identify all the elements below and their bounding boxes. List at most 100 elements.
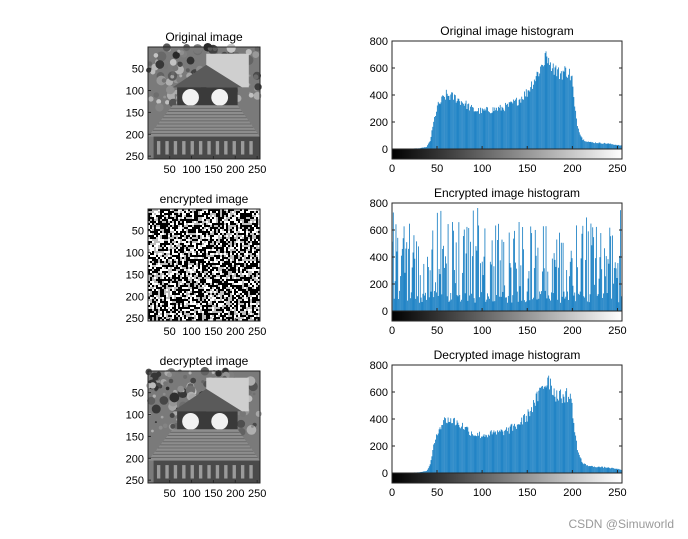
- noise-pixel: [170, 305, 172, 307]
- histogram-bar: [619, 255, 621, 311]
- histogram-bar: [569, 393, 571, 473]
- noise-pixel: [224, 309, 226, 311]
- noise-pixel: [154, 251, 156, 253]
- noise-pixel: [188, 211, 190, 213]
- histogram-bar: [497, 110, 498, 149]
- noise-pixel: [202, 257, 204, 259]
- noise-pixel: [190, 279, 192, 281]
- noise-pixel: [242, 235, 244, 237]
- noise-pixel: [196, 283, 198, 285]
- noise-pixel: [206, 287, 208, 289]
- histogram-bar: [487, 107, 488, 149]
- noise-pixel: [218, 235, 220, 237]
- noise-pixel: [212, 247, 214, 249]
- histogram-bar: [568, 74, 569, 149]
- noise-pixel: [234, 229, 236, 231]
- noise-pixel: [232, 255, 234, 257]
- noise-pixel: [166, 217, 168, 219]
- noise-pixel: [248, 295, 250, 297]
- noise-pixel: [170, 215, 172, 217]
- noise-pixel: [186, 309, 188, 311]
- histogram-bar: [515, 97, 517, 149]
- noise-pixel: [256, 277, 258, 279]
- histogram-bar: [483, 434, 485, 473]
- noise-pixel: [234, 219, 236, 221]
- noise-pixel: [246, 255, 248, 257]
- noise-pixel: [172, 241, 174, 243]
- noise-pixel: [190, 303, 192, 305]
- noise-pixel: [220, 225, 222, 227]
- noise-pixel: [198, 287, 200, 289]
- noise-pixel: [242, 311, 244, 313]
- noise-pixel: [178, 225, 180, 227]
- noise-pixel: [238, 293, 240, 295]
- noise-pixel: [238, 303, 240, 305]
- noise-pixel: [200, 217, 202, 219]
- noise-pixel: [248, 307, 250, 309]
- x-tick-label: 200: [563, 325, 581, 337]
- noise-pixel: [154, 299, 156, 301]
- noise-pixel: [156, 243, 158, 245]
- noise-pixel: [186, 315, 188, 317]
- histogram-bar: [597, 143, 599, 149]
- noise-pixel: [148, 239, 150, 241]
- noise-pixel: [168, 317, 170, 319]
- histogram-bar: [518, 99, 520, 149]
- x-tick-label: 50: [164, 488, 176, 500]
- noise-pixel: [202, 317, 204, 319]
- foliage-blob: [161, 78, 167, 83]
- noise-pixel: [216, 217, 218, 219]
- noise-pixel: [220, 311, 222, 313]
- noise-pixel: [188, 313, 190, 315]
- noise-pixel: [154, 241, 156, 243]
- noise-pixel: [178, 217, 180, 219]
- noise-pixel: [254, 315, 256, 317]
- noise-pixel: [256, 255, 258, 257]
- noise-pixel: [152, 281, 154, 283]
- noise-pixel: [256, 209, 258, 211]
- noise-pixel: [214, 221, 216, 223]
- noise-pixel: [256, 231, 258, 233]
- foliage-blob: [186, 56, 195, 65]
- noise-pixel: [254, 277, 256, 279]
- noise-pixel: [212, 231, 214, 233]
- noise-pixel: [220, 231, 222, 233]
- noise-pixel: [258, 221, 260, 223]
- histogram-bar: [436, 105, 438, 149]
- noise-pixel: [238, 305, 240, 307]
- noise-pixel: [176, 305, 178, 307]
- noise-pixel: [182, 281, 184, 283]
- noise-pixel: [150, 219, 152, 221]
- histogram-bars: [392, 51, 622, 150]
- histogram-bar: [458, 222, 460, 311]
- noise-pixel: [190, 277, 192, 279]
- noise-pixel: [158, 213, 160, 215]
- noise-pixel: [166, 297, 168, 299]
- noise-pixel: [174, 271, 176, 273]
- histogram-bar: [480, 263, 481, 311]
- histogram-bar: [601, 466, 603, 473]
- window-column: [165, 141, 169, 155]
- histogram-bar: [440, 102, 442, 149]
- histogram-bar: [456, 295, 458, 311]
- noise-pixel: [230, 319, 232, 321]
- histogram-bar: [427, 267, 429, 311]
- noise-pixel: [150, 313, 152, 315]
- noise-pixel: [242, 281, 244, 283]
- noise-pixel: [254, 285, 256, 287]
- noise-pixel: [184, 281, 186, 283]
- histogram-bar: [519, 286, 521, 311]
- histogram-bar: [445, 89, 447, 149]
- noise-pixel: [226, 255, 228, 257]
- noise-pixel: [164, 259, 166, 261]
- clock-face-left: [182, 413, 199, 430]
- noise-pixel: [162, 287, 164, 289]
- noise-pixel: [150, 291, 152, 293]
- noise-pixel: [252, 303, 254, 305]
- y-tick-label: 200: [126, 129, 144, 141]
- noise-pixel: [240, 283, 242, 285]
- histogram-bar: [540, 387, 542, 473]
- noise-pixel: [154, 277, 156, 279]
- noise-pixel: [212, 311, 214, 313]
